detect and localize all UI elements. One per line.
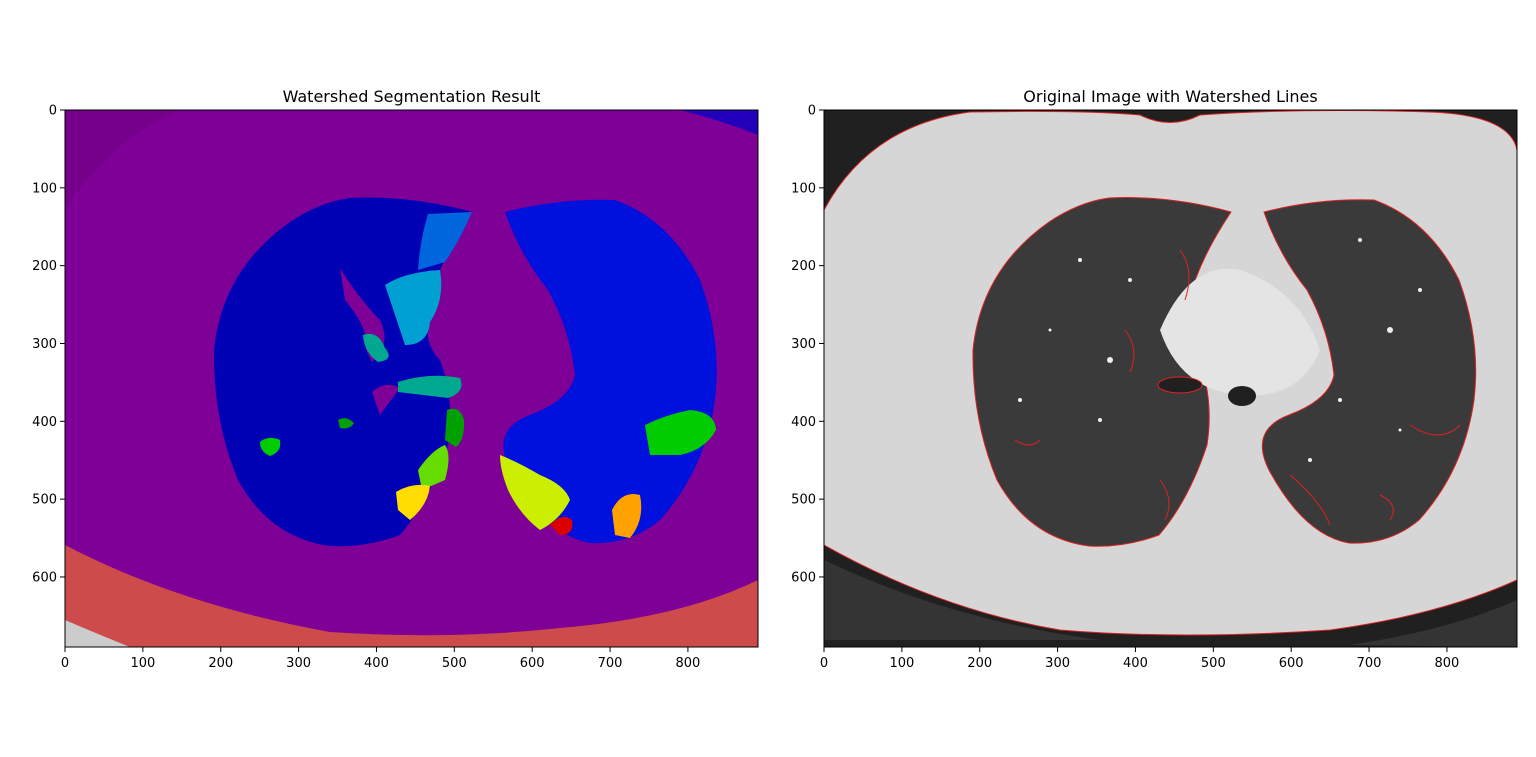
x-tick-label: 400 (364, 656, 389, 671)
x-tick-label: 700 (1357, 656, 1382, 671)
segmentation-image (65, 110, 758, 647)
x-tick-label: 800 (676, 656, 701, 671)
y-tick-label: 600 (32, 570, 57, 585)
seg-region-green-dark (445, 408, 465, 447)
x-tick-label: 600 (1279, 656, 1304, 671)
seg-corner-right (680, 110, 758, 135)
x-tick-label: 600 (520, 656, 545, 671)
seg-region-small-left (260, 437, 281, 456)
y-tick-label: 500 (32, 493, 57, 508)
segmentation-x-axis: 0 100 200 300 400 500 600 700 800 (61, 647, 700, 671)
ct-x-axis: 0 100 200 300 400 500 600 700 800 (820, 647, 1459, 671)
ct-vessels (1018, 238, 1422, 462)
seg-airway-2 (372, 384, 400, 415)
y-tick-label: 100 (791, 181, 816, 196)
x-tick-label: 100 (130, 656, 155, 671)
y-tick-label: 500 (791, 493, 816, 508)
x-tick-label: 200 (967, 656, 992, 671)
x-tick-label: 300 (286, 656, 311, 671)
x-tick-label: 500 (442, 656, 467, 671)
ct-y-axis: 0 100 200 300 400 500 600 (791, 104, 824, 585)
ct-frame (823, 109, 1518, 648)
seg-corner-region (65, 110, 180, 210)
y-tick-label: 200 (32, 259, 57, 274)
y-tick-label: 0 (808, 104, 816, 119)
ct-watershed-line (1014, 249, 1461, 526)
segmentation-frame (64, 109, 759, 648)
seg-region-lime (500, 455, 570, 530)
y-tick-label: 400 (32, 415, 57, 430)
segmentation-panel: Watershed Segmentation Result (32, 87, 759, 671)
seg-right-lung (503, 199, 717, 544)
seg-region-blue (418, 212, 472, 270)
seg-region-teal (363, 333, 389, 362)
y-tick-label: 300 (791, 337, 816, 352)
seg-bed-region (65, 545, 758, 647)
x-tick-label: 200 (208, 656, 233, 671)
seg-region-orange (612, 494, 642, 538)
y-tick-label: 400 (791, 415, 816, 430)
seg-region-cyan (385, 270, 442, 345)
ct-bed-line (824, 560, 1100, 640)
y-tick-label: 300 (32, 337, 57, 352)
ct-airway (1228, 386, 1256, 406)
seg-region-green (418, 445, 449, 490)
x-tick-label: 100 (889, 656, 914, 671)
ct-panel: Original Image with Watershed Lines (791, 87, 1518, 671)
segmentation-title: Watershed Segmentation Result (283, 87, 541, 106)
x-tick-label: 0 (61, 656, 69, 671)
segmentation-y-axis: 0 100 200 300 400 500 600 (32, 104, 65, 585)
ct-heart (1160, 268, 1320, 396)
x-tick-label: 300 (1045, 656, 1070, 671)
y-tick-label: 200 (791, 259, 816, 274)
seg-region-small-mid (338, 418, 354, 429)
seg-region-yellow (396, 484, 430, 520)
ct-title: Original Image with Watershed Lines (1023, 87, 1317, 106)
x-tick-label: 800 (1435, 656, 1460, 671)
y-tick-label: 0 (49, 104, 57, 119)
x-tick-label: 0 (820, 656, 828, 671)
ct-right-lung (1261, 199, 1477, 544)
seg-region-green-right (645, 410, 716, 455)
y-tick-label: 600 (791, 570, 816, 585)
x-tick-label: 400 (1123, 656, 1148, 671)
ct-image (824, 110, 1517, 647)
seg-region-teal-2 (398, 375, 462, 398)
x-tick-label: 700 (598, 656, 623, 671)
seg-region-red (550, 516, 573, 535)
x-tick-label: 500 (1201, 656, 1226, 671)
ct-bed-line-2 (1350, 600, 1517, 647)
y-tick-label: 100 (32, 181, 57, 196)
ct-bronchus (1157, 376, 1203, 394)
seg-bed-corner (65, 620, 130, 647)
ct-left-lung (972, 197, 1232, 547)
